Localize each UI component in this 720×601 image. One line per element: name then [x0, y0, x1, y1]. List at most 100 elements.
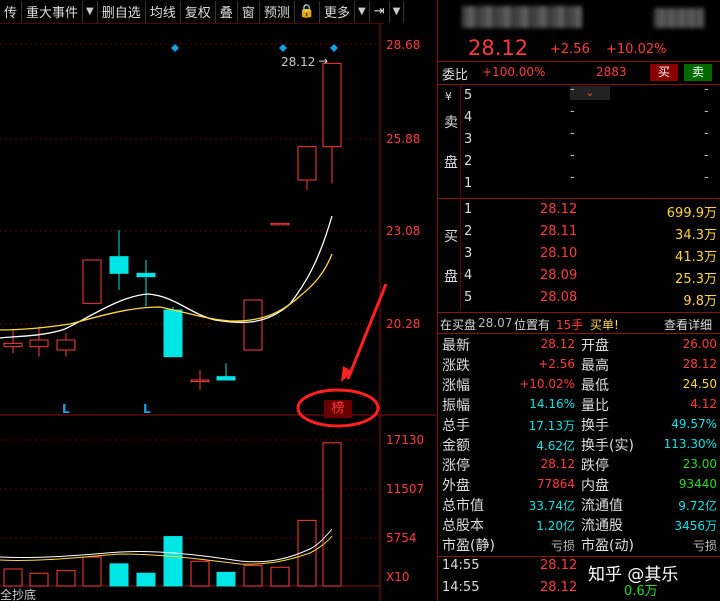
tick-time: 14:55 — [442, 580, 480, 595]
volume-bar — [29, 572, 49, 587]
level-volume: 699.9万 — [666, 206, 717, 221]
collapse-chevron-icon[interactable]: ⌄ — [570, 86, 610, 100]
sell-button[interactable]: 卖 — [684, 64, 712, 81]
volume-bar — [322, 442, 342, 587]
stat-row: 涨停 28.12 跌停 23.00 — [438, 455, 720, 475]
stat-label: 涨幅 — [442, 378, 470, 394]
tick-row: 14:55 28.12 0.6万 — [438, 580, 720, 600]
weicha-value: 2883 — [596, 65, 627, 79]
notice-mid: 位置有 — [514, 318, 551, 332]
more-dropdown-icon[interactable]: ▼ — [355, 0, 370, 23]
buy-side-label: 盘 — [444, 269, 458, 285]
price-tick: 20.28 — [386, 317, 421, 331]
buy-level-row[interactable]: 5 28.08 9.8万 — [438, 290, 720, 310]
buy-button[interactable]: 买 — [650, 64, 678, 81]
stat-row: 总股本 1.20亿 流通股 3456万 — [438, 515, 720, 535]
expand-icon[interactable]: ⇥ — [370, 0, 390, 23]
candle — [322, 62, 342, 184]
level-index: 3 — [464, 132, 473, 147]
notice-qty: 15手 — [556, 318, 584, 332]
candle — [270, 222, 290, 226]
ranking-badge[interactable]: 榜 — [324, 400, 352, 418]
volume-tick: 17130 — [386, 433, 425, 447]
tick-price: 28.12 — [540, 558, 578, 573]
price-tick: 23.08 — [386, 224, 421, 238]
expand-dropdown-icon[interactable]: ▼ — [390, 0, 405, 23]
stat-value: 1.20亿 — [536, 519, 575, 533]
stat-label: 总手 — [442, 418, 470, 434]
candle — [82, 259, 102, 304]
toolbar-moving-average[interactable]: 均线 — [146, 0, 181, 23]
toolbar-item-0[interactable]: 传 — [0, 0, 23, 23]
sell-level-row[interactable]: 1-- — [464, 170, 709, 191]
sell-level-row[interactable]: 2-- — [464, 148, 709, 169]
sell-level-row[interactable]: 3-- — [464, 126, 709, 147]
buy-level-row[interactable]: 4 28.09 25.3万 — [438, 268, 720, 288]
level-volume: 41.3万 — [675, 250, 717, 265]
stat-value: 23.00 — [682, 457, 717, 471]
level-index: 5 — [464, 88, 473, 103]
toolbar-adjust[interactable]: 复权 — [181, 0, 216, 23]
currency-marker: ¥ — [445, 90, 452, 103]
sell-level-row[interactable]: 4-- — [464, 104, 709, 125]
level-index: 2 — [464, 224, 473, 239]
stat-row: 涨跌 +2.56 最高 28.12 — [438, 355, 720, 375]
stock-name-blurred — [462, 6, 582, 28]
notice-price: 28.07 — [478, 316, 513, 330]
buy-side-label: 买 — [444, 229, 458, 245]
level-volume: 34.3万 — [675, 228, 717, 243]
kline-chart[interactable]: 28.12 → 28.68 25.88 23.08 20.28 17130 11… — [0, 24, 436, 601]
candle — [56, 333, 76, 357]
volume-bar — [136, 572, 156, 587]
volume-bar — [243, 565, 263, 587]
kline-svg — [0, 24, 436, 601]
bottom-indicator-label[interactable]: 全抄底 — [0, 588, 37, 601]
stat-row: 总手 17.13万 换手 49.57% — [438, 415, 720, 435]
buy-level-row[interactable]: 1 28.12 699.9万 — [438, 202, 720, 222]
notice-prefix: 在买盘 — [440, 318, 477, 332]
stat-label: 流通股 — [581, 518, 623, 534]
toolbar-more[interactable]: 更多 — [320, 0, 356, 23]
stat-value: 亏损 — [692, 539, 717, 553]
volume-bar — [3, 568, 23, 587]
toolbar-major-events[interactable]: 重大事件 — [22, 0, 84, 23]
stat-label: 开盘 — [581, 338, 609, 354]
toolbar-remove-watchlist[interactable]: 删自选 — [98, 0, 146, 23]
stock-code-blurred — [654, 8, 704, 28]
stat-row: 总市值 33.74亿 流通值 9.72亿 — [438, 495, 720, 515]
buy-level-row[interactable]: 2 28.11 34.3万 — [438, 224, 720, 244]
price-tick: 25.88 — [386, 132, 421, 146]
buy-level-row[interactable]: 3 28.10 41.3万 — [438, 246, 720, 266]
toolbar-overlay[interactable]: 叠 — [216, 0, 238, 23]
toolbar-window[interactable]: 窗 — [238, 0, 260, 23]
stat-label: 涨跌 — [442, 358, 470, 374]
level-index: 1 — [464, 176, 473, 191]
tick-price: 28.12 — [540, 580, 578, 595]
stat-label: 换手(实) — [581, 438, 634, 454]
lock-icon[interactable]: 🔒 — [295, 0, 321, 23]
volume-bar — [190, 560, 210, 587]
stat-value: 93440 — [678, 477, 717, 491]
stat-label: 总股本 — [442, 518, 484, 534]
view-detail-link[interactable]: 查看详细 — [664, 318, 713, 332]
event-diamond-icon — [330, 44, 338, 52]
volume-tick: 11507 — [386, 482, 425, 496]
stat-value: 113.30% — [663, 437, 717, 451]
candle — [3, 330, 23, 354]
level-index: 2 — [464, 154, 473, 169]
candle — [190, 370, 210, 390]
weibi-value: +100.00% — [482, 65, 546, 79]
level-index: 5 — [464, 290, 473, 305]
volume-bar — [216, 571, 236, 587]
stat-value: 9.72亿 — [678, 499, 717, 513]
tick-volume: 0.6万 — [624, 584, 658, 599]
volume-tick: X10 — [386, 570, 410, 584]
toolbar-forecast[interactable]: 预测 — [260, 0, 295, 23]
stat-value: 4.62亿 — [536, 439, 575, 453]
candle — [163, 306, 183, 358]
volume-bar — [82, 556, 102, 587]
weibi-row: 委比 +100.00% 2883 买 卖 — [438, 62, 720, 84]
tick-row: 14:55 28.12 — [438, 558, 720, 578]
toolbar-dropdown-icon[interactable]: ▼ — [83, 0, 98, 23]
sell-level-row[interactable]: 5-- — [464, 82, 709, 103]
